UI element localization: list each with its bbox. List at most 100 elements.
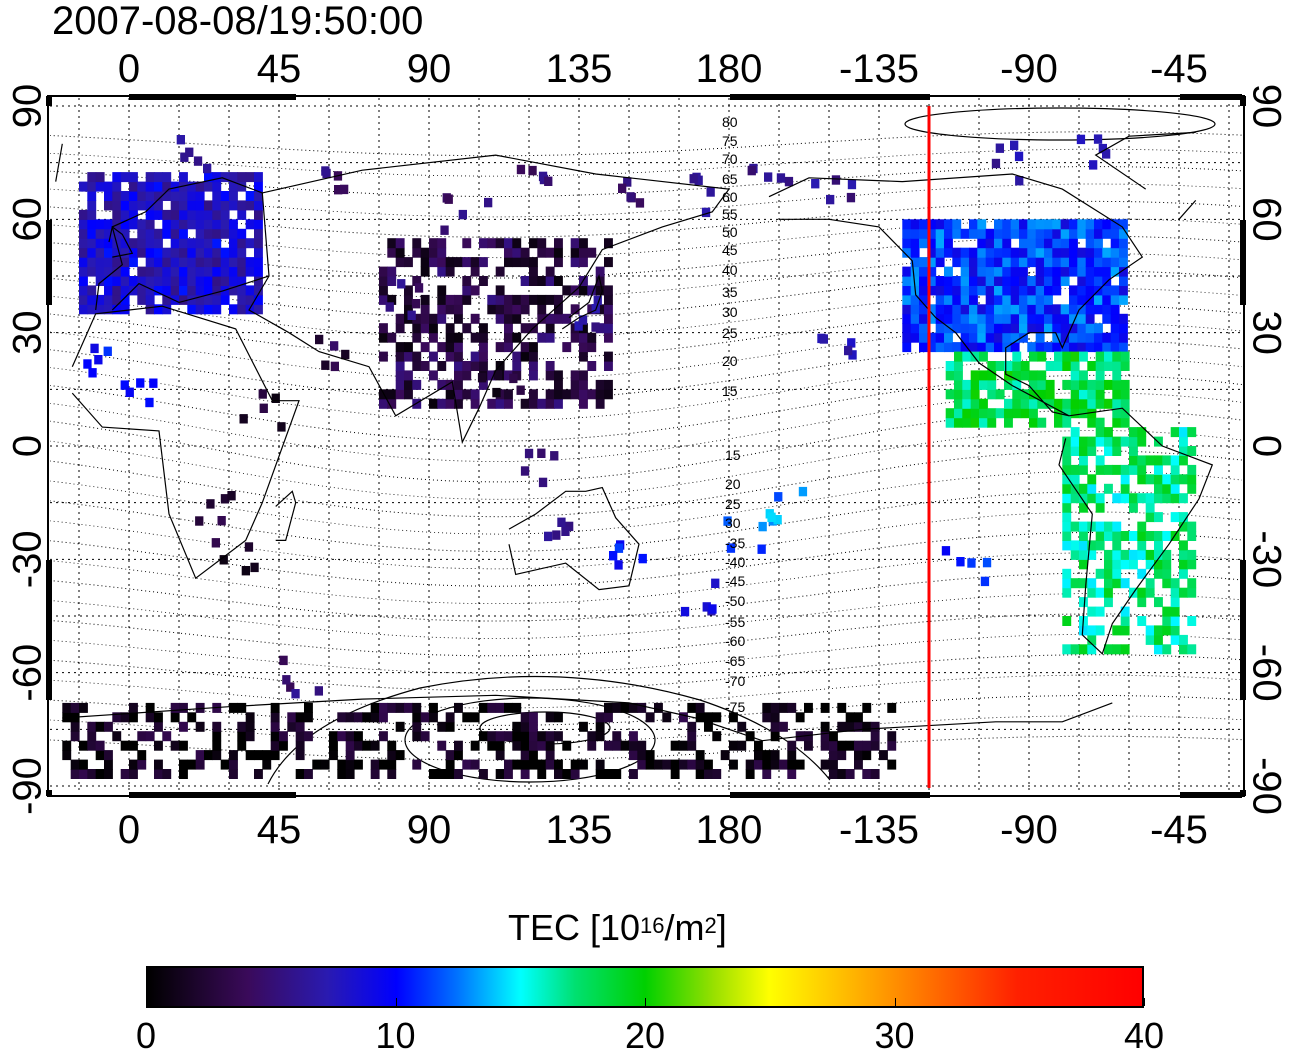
tec-cell — [220, 257, 230, 268]
tec-cell — [1170, 474, 1180, 485]
tec-cell — [277, 422, 286, 432]
tec-cell — [637, 702, 647, 713]
tec-cell — [454, 351, 463, 362]
tec-cell — [902, 238, 912, 249]
tec-cell — [927, 313, 937, 324]
tec-cell — [145, 266, 155, 277]
tec-cell — [1002, 276, 1012, 286]
tec-cell — [237, 238, 247, 249]
tec-cell — [570, 247, 580, 258]
tec-cell — [229, 769, 238, 779]
tec-cell — [479, 238, 488, 249]
tec-cell — [1045, 389, 1055, 400]
tec-cell — [379, 731, 388, 742]
tec-cell — [412, 379, 422, 390]
tec-cell — [1120, 644, 1130, 655]
tec-cell — [1044, 313, 1053, 324]
tec-cell — [941, 546, 951, 556]
tec-cell — [919, 219, 928, 230]
tec-cell — [1070, 427, 1080, 438]
tec-cell — [470, 313, 480, 324]
tec-cell — [1079, 455, 1088, 466]
tec-cell — [587, 285, 597, 296]
tec-cell — [1052, 266, 1062, 277]
tec-cell — [902, 247, 912, 258]
tec-cell — [1062, 379, 1072, 390]
tec-cell — [370, 740, 380, 751]
tec-cell — [529, 266, 538, 277]
tec-cell — [969, 294, 978, 305]
tec-cell — [329, 740, 338, 751]
tec-cell — [994, 323, 1003, 334]
coastline-antarctica — [62, 694, 1113, 742]
tec-cell — [1087, 521, 1097, 532]
tec-cell — [420, 323, 430, 334]
tec-cell — [579, 238, 588, 249]
tec-cell — [520, 759, 530, 770]
tec-cell — [604, 379, 613, 390]
tec-cell — [1062, 351, 1072, 362]
tec-cell — [412, 276, 422, 286]
tec-cell — [952, 294, 962, 305]
tec-cell — [187, 219, 197, 230]
tec-cell — [154, 304, 163, 315]
tec-cell — [774, 492, 783, 502]
tec-cell — [987, 361, 997, 371]
tec-cell — [1044, 247, 1053, 258]
tec-cell — [1077, 342, 1087, 353]
tec-cell — [145, 247, 155, 258]
tec-cell — [712, 769, 722, 779]
tec-cell — [237, 209, 247, 220]
tec-cell — [437, 266, 447, 277]
tec-cell — [1120, 559, 1130, 570]
tec-cell — [370, 702, 380, 713]
tec-cell — [1044, 219, 1053, 230]
tec-cell — [1112, 531, 1122, 541]
tec-cell — [104, 257, 113, 268]
tec-cell — [1094, 294, 1103, 305]
tec-cell — [1069, 266, 1078, 277]
tec-cell — [79, 238, 88, 249]
tec-cell — [170, 294, 180, 305]
tec-cell — [1044, 257, 1053, 268]
tec-cell — [512, 721, 522, 732]
tec-cell — [445, 769, 455, 779]
tec-cell — [1104, 521, 1113, 532]
tec-cell — [458, 209, 467, 220]
tec-cell — [985, 228, 995, 239]
tec-cell — [1079, 464, 1088, 475]
tec-cell — [195, 238, 205, 249]
tec-cell — [1035, 219, 1045, 230]
tec-cell — [826, 194, 835, 205]
frame-tick-bar — [1240, 790, 1246, 796]
tec-cell — [1002, 257, 1012, 268]
tec-cell — [870, 769, 880, 779]
tec-cell — [429, 332, 438, 343]
tec-cell — [919, 304, 928, 315]
tec-cell — [334, 185, 343, 195]
tec-cell — [1079, 502, 1088, 513]
tec-cell — [145, 238, 155, 249]
tec-cell — [195, 257, 205, 268]
tec-cell — [179, 759, 188, 770]
tec-cell — [420, 266, 430, 277]
tec-cell — [145, 285, 155, 296]
tec-cell — [492, 387, 501, 398]
tec-cell — [712, 712, 722, 723]
tec-cell — [1079, 446, 1088, 456]
tec-cell — [254, 304, 263, 315]
frame-tick-bar — [730, 94, 930, 100]
tec-cell — [1062, 436, 1072, 447]
tec-cell — [295, 750, 305, 761]
tec-cell — [1145, 587, 1155, 598]
tec-cell — [104, 294, 113, 305]
tec-cell — [1119, 238, 1128, 249]
tec-cell — [1102, 149, 1111, 159]
tec-cell — [1104, 483, 1113, 494]
tec-cell — [1095, 531, 1105, 541]
tec-cell — [120, 285, 130, 296]
tec-cell — [437, 721, 447, 732]
tec-cell — [254, 228, 263, 239]
tec-cell — [1154, 512, 1163, 523]
tec-cell — [935, 285, 945, 296]
